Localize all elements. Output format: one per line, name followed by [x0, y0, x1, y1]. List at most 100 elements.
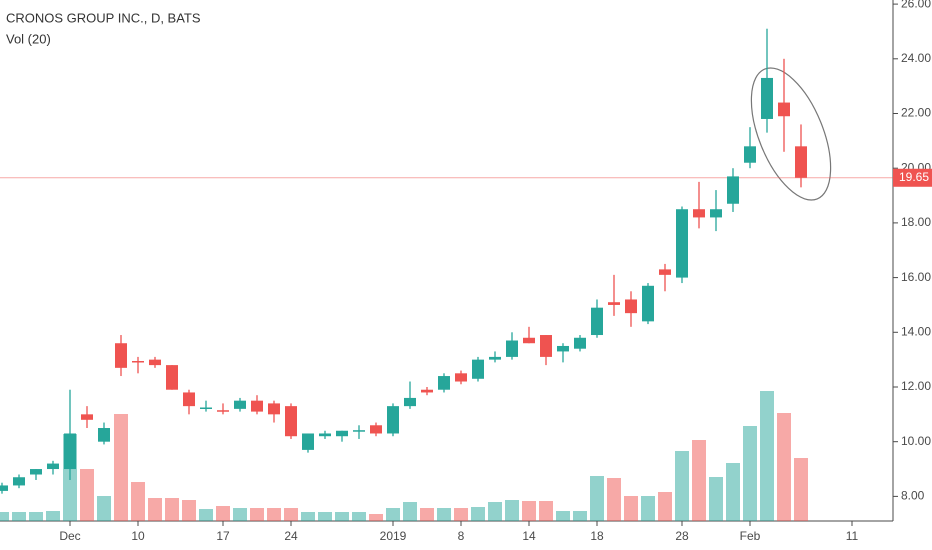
volume-bar: [369, 514, 383, 521]
x-tick-label: 28: [675, 529, 689, 543]
last-price-box: [893, 168, 932, 187]
volume-bar: [335, 512, 349, 521]
y-tick-label: 14.00: [901, 324, 931, 338]
volume-bar: [386, 508, 400, 521]
candle-body: [591, 307, 603, 336]
candle-body: [438, 376, 450, 390]
volume-bar: [267, 508, 281, 521]
volume-label: Vol (20): [6, 31, 51, 46]
candle-body: [676, 209, 688, 278]
volume-bar: [624, 496, 638, 521]
candle-body: [0, 485, 8, 491]
volume-bar: [420, 508, 434, 521]
candle-body: [608, 302, 620, 305]
x-tick-label: 2019: [380, 529, 407, 543]
candle-body: [353, 430, 365, 432]
candle-body: [115, 343, 127, 368]
candle-body: [659, 269, 671, 275]
candle-body: [64, 433, 76, 470]
candle-body: [251, 400, 263, 412]
volume-bar: [403, 502, 417, 521]
last-price-label: 19.65: [899, 170, 929, 184]
volume-bar: [199, 509, 213, 521]
volume-bar: [29, 512, 43, 521]
candle-body: [98, 428, 110, 442]
volume-bar: [658, 492, 672, 521]
candle-body: [523, 337, 535, 344]
y-tick-label: 22.00: [901, 106, 931, 120]
candle-body: [30, 469, 42, 475]
x-tick-label: 18: [590, 529, 604, 543]
candle-body: [421, 389, 433, 393]
candle-body: [319, 433, 331, 437]
candle-body: [47, 463, 59, 470]
candle-body: [387, 406, 399, 434]
volume-bar: [352, 512, 366, 521]
x-tick-label: 17: [216, 529, 230, 543]
volume-bar: [12, 512, 26, 521]
volume-bar: [692, 440, 706, 521]
candle-body: [149, 359, 161, 366]
volume-bar: [556, 511, 570, 521]
candle-body: [370, 425, 382, 434]
candle-body: [166, 365, 178, 390]
volume-bar: [46, 511, 60, 521]
volume-bar: [488, 502, 502, 521]
volume-bar: [216, 506, 230, 521]
candle-body: [693, 209, 705, 218]
candle-body: [506, 340, 518, 357]
x-tick-label: 14: [522, 529, 536, 543]
chart-title: CRONOS GROUP INC., D, BATS: [6, 10, 201, 25]
candle-body: [795, 146, 807, 178]
volume-bar: [182, 500, 196, 521]
candle-body: [778, 102, 790, 117]
candle-body: [761, 77, 773, 119]
x-tick-label: Dec: [59, 529, 80, 543]
volume-bar: [607, 478, 621, 521]
y-tick-label: 18.00: [901, 215, 931, 229]
y-tick-label: 12.00: [901, 379, 931, 393]
candle-body: [217, 410, 229, 412]
volume-bar: [0, 512, 9, 521]
volume-bar: [454, 508, 468, 521]
y-tick-label: 24.00: [901, 51, 931, 65]
candle-body: [336, 430, 348, 437]
annotation-ellipse: [750, 67, 832, 201]
volume-bar: [131, 482, 145, 521]
volume-bar: [80, 469, 94, 521]
volume-bar: [437, 508, 451, 521]
volume-bar: [318, 512, 332, 521]
candle-body: [183, 392, 195, 407]
x-tick-label: Feb: [740, 529, 761, 543]
volume-bar: [471, 507, 485, 521]
candle-body: [13, 477, 25, 486]
volume-bar: [590, 476, 604, 521]
volume-bar: [675, 451, 689, 521]
volume-bar: [250, 508, 264, 521]
x-tick-label: 10: [131, 529, 145, 543]
volume-bar: [539, 501, 553, 521]
volume-bar: [743, 426, 757, 521]
volume-bar: [165, 498, 179, 521]
candle-body: [268, 403, 280, 415]
candle-body: [727, 176, 739, 204]
x-tick-label: 11: [846, 529, 859, 543]
candle-body: [81, 414, 93, 420]
candle-body: [574, 337, 586, 349]
volume-bar: [760, 391, 774, 521]
volume-bar: [301, 512, 315, 521]
y-tick-label: 10.00: [901, 434, 931, 448]
volume-bar: [794, 458, 808, 521]
volume-bar: [777, 413, 791, 521]
candle-body: [540, 335, 552, 357]
volume-bar: [573, 511, 587, 521]
candle-body: [489, 356, 501, 360]
volume-bar: [522, 501, 536, 521]
x-tick-label: 8: [458, 529, 465, 543]
y-tick-label: 26.00: [901, 0, 931, 10]
candle-body: [302, 433, 314, 450]
candle-body: [200, 407, 212, 410]
volume-bar: [709, 477, 723, 521]
